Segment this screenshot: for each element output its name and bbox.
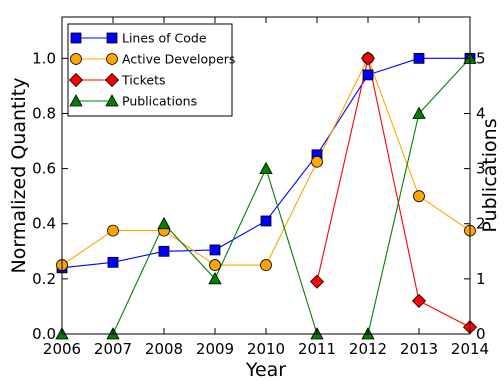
legend-label-active-developers: Active Developers (122, 52, 235, 67)
active-developers-point (209, 259, 221, 271)
x-tick-label: 2006 (43, 340, 81, 358)
legend-marker-lines-of-code (70, 32, 82, 44)
y-axis-label: Normalized Quantity (8, 78, 30, 274)
legend-marker-tickets (68, 72, 84, 88)
x-axis-label: Year (245, 359, 286, 381)
y-tick-label: 0.8 (32, 104, 56, 122)
lines-of-code-point (362, 69, 374, 81)
x-tick-label: 2013 (400, 340, 438, 358)
lines-of-code-point (107, 256, 119, 268)
x-tick-label: 2007 (94, 340, 132, 358)
y2-tick-label: 2 (476, 215, 486, 233)
publications-point (157, 216, 171, 230)
x-tick-label: 2011 (298, 340, 336, 358)
y-tick-label: 0.2 (32, 270, 56, 288)
y2-tick-label: 4 (476, 104, 486, 122)
tickets-line (316, 58, 471, 328)
legend-label-lines-of-code: Lines of Code (122, 31, 207, 46)
y-tick-label: 0.4 (32, 215, 56, 233)
lines-of-code-point (209, 244, 221, 256)
y-tick-label: 0.0 (32, 325, 56, 343)
tickets-point (309, 274, 325, 289)
x-tick-label: 2012 (349, 340, 387, 358)
active-developers-point (413, 190, 425, 203)
legend-marker-lines-of-code (106, 32, 118, 44)
y-tick-label: 0.6 (32, 160, 56, 178)
legend-label-publications: Publications (122, 94, 197, 109)
y2-tick-label: 1 (476, 270, 486, 288)
legend-marker-active-developers (106, 53, 118, 65)
ticks: 2006 2007 2008 2009 2010 2011 2012 2013 20140.00… (32, 17, 489, 358)
active-developers-point (260, 259, 272, 271)
lines-of-code-point (413, 52, 425, 64)
x-tick-label: 2010 (247, 340, 285, 358)
x-tick-label: 2014 (451, 340, 489, 358)
legend-label-tickets: Tickets (121, 73, 166, 88)
lines-of-code-point (158, 245, 170, 257)
y2-tick-label: 3 (476, 160, 486, 178)
lines-of-code-point (260, 215, 272, 227)
active-developers-point (107, 224, 119, 237)
publications-point (259, 161, 273, 175)
legend-marker-publications (105, 94, 119, 107)
legend-marker-publications (69, 94, 83, 107)
tickets-point (411, 293, 427, 308)
y2-tick-label: 0 (476, 325, 486, 343)
publications-point (208, 272, 222, 285)
y2-tick-label: 5 (476, 49, 486, 67)
legend: Lines of Code Active Developers Tickets Pub… (67, 23, 235, 117)
legend-marker-tickets (104, 72, 120, 88)
x-tick-label: 2008 (145, 340, 183, 358)
x-tick-label: 2009 (196, 340, 234, 358)
y-tick-label: 1.0 (32, 49, 56, 67)
active-developers-point (311, 155, 323, 168)
y2-axis-label: Publications (479, 118, 501, 232)
legend-marker-active-developers (70, 53, 82, 65)
tickets-point (360, 51, 376, 66)
publications-point (412, 106, 426, 119)
